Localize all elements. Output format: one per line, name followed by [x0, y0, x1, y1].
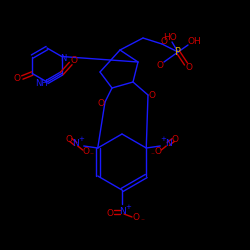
- Text: NH: NH: [36, 78, 48, 88]
- Text: O: O: [82, 148, 89, 156]
- Text: O: O: [14, 74, 21, 83]
- Text: N: N: [165, 140, 172, 148]
- Text: O: O: [148, 92, 156, 100]
- Text: O: O: [106, 208, 114, 218]
- Text: ⁻: ⁻: [140, 216, 144, 226]
- Text: O: O: [186, 64, 192, 72]
- Text: O: O: [65, 134, 72, 143]
- Text: N: N: [60, 54, 67, 63]
- Text: ⁻: ⁻: [150, 150, 154, 160]
- Text: O: O: [172, 134, 179, 143]
- Text: O: O: [98, 100, 104, 108]
- Text: +: +: [125, 204, 131, 210]
- Text: +: +: [78, 136, 84, 142]
- Text: P: P: [175, 47, 181, 57]
- Text: +: +: [160, 136, 166, 142]
- Text: N: N: [119, 208, 126, 216]
- Text: O: O: [160, 36, 168, 46]
- Text: O: O: [155, 148, 162, 156]
- Text: OH: OH: [187, 38, 201, 46]
- Text: N: N: [72, 140, 79, 148]
- Text: O: O: [132, 214, 140, 222]
- Text: ⁻: ⁻: [90, 150, 94, 160]
- Text: O: O: [156, 60, 164, 70]
- Text: O: O: [70, 56, 77, 65]
- Text: HO: HO: [163, 34, 177, 42]
